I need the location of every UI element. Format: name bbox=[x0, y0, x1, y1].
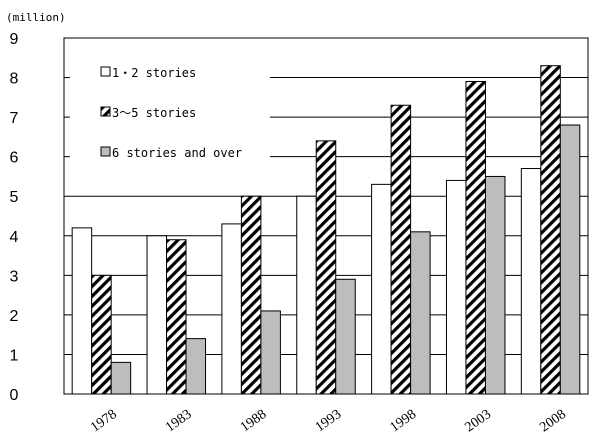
bar-gray bbox=[260, 310, 281, 395]
x-tick-label: 1998 bbox=[388, 407, 420, 435]
x-tick-label: 1983 bbox=[163, 407, 195, 435]
y-tick-label: 2 bbox=[10, 308, 19, 325]
bar-hatch bbox=[390, 104, 412, 395]
y-tick-label: 9 bbox=[10, 31, 19, 48]
bar-gray bbox=[559, 124, 581, 395]
bar-gray bbox=[110, 361, 132, 395]
y-tick-label: 5 bbox=[10, 189, 19, 206]
y-tick-label: 4 bbox=[10, 229, 19, 246]
bar-hatch bbox=[91, 274, 112, 395]
bar-white bbox=[221, 223, 242, 395]
bar-gray bbox=[410, 231, 431, 395]
x-tick-label: 2003 bbox=[462, 407, 494, 435]
y-tick-label: 3 bbox=[10, 268, 19, 285]
legend-label: 6 stories and over bbox=[112, 146, 242, 160]
bar-hatch bbox=[315, 140, 337, 395]
plot-border bbox=[63, 37, 589, 395]
legend-swatch bbox=[100, 106, 111, 117]
x-tick-label: 2008 bbox=[537, 407, 569, 435]
bar-gray bbox=[484, 175, 506, 395]
bar-white bbox=[146, 235, 168, 395]
y-tick-label: 6 bbox=[10, 150, 19, 167]
bar-gray bbox=[185, 338, 207, 395]
bar-white bbox=[445, 179, 467, 395]
y-axis-ticks: 0 1 2 3 4 5 6 7 8 9 bbox=[10, 31, 19, 404]
bar-hatch bbox=[166, 239, 187, 395]
legend-label: 3〜5 stories bbox=[112, 106, 196, 120]
legend-swatch bbox=[100, 66, 111, 77]
bar-white bbox=[296, 195, 317, 395]
y-tick-label: 0 bbox=[10, 387, 19, 404]
x-axis-ticks: 1978 1983 1988 1993 1998 2003 2008 bbox=[88, 407, 569, 435]
y-tick-label: 7 bbox=[10, 110, 19, 127]
bar-white bbox=[371, 183, 392, 395]
x-tick-label: 1993 bbox=[313, 407, 345, 435]
y-tick-label: 1 bbox=[10, 347, 19, 364]
bar-gray bbox=[335, 278, 356, 395]
bar-white bbox=[71, 227, 93, 395]
legend-swatch bbox=[100, 146, 111, 157]
x-tick-label: 1988 bbox=[238, 407, 270, 435]
bar-hatch bbox=[540, 65, 561, 395]
legend: 1・2 stories 3〜5 stories 6 stories and over bbox=[100, 66, 242, 160]
bar-hatch bbox=[465, 81, 486, 395]
bar-white bbox=[520, 168, 542, 395]
bar-hatch bbox=[240, 195, 262, 395]
y-tick-label: 8 bbox=[10, 71, 19, 88]
legend-label: 1・2 stories bbox=[112, 66, 196, 80]
unit-label: (million) bbox=[6, 11, 66, 24]
x-tick-label: 1978 bbox=[88, 407, 120, 435]
